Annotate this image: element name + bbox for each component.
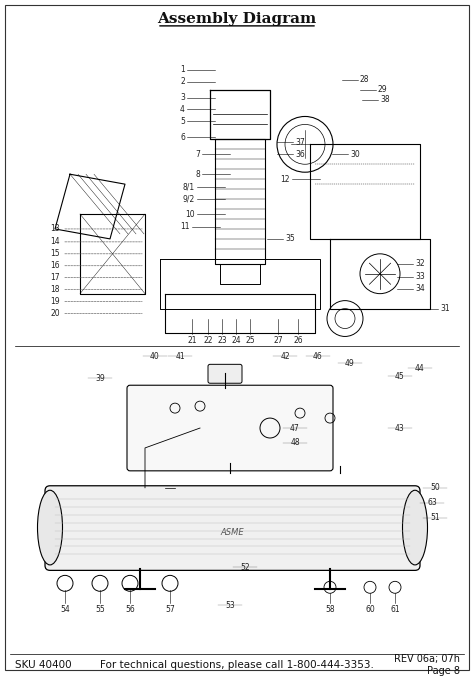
Text: 38: 38: [380, 95, 390, 104]
Text: 40: 40: [150, 352, 160, 361]
Text: 54: 54: [60, 605, 70, 614]
Text: 47: 47: [290, 424, 300, 433]
Text: SKU 40400: SKU 40400: [15, 660, 72, 670]
Text: 10: 10: [185, 210, 195, 218]
Text: 13: 13: [50, 224, 60, 233]
Text: 8/1: 8/1: [183, 182, 195, 192]
Text: 44: 44: [415, 364, 425, 373]
Text: 58: 58: [325, 605, 335, 614]
Text: 15: 15: [50, 250, 60, 258]
Text: 26: 26: [293, 336, 303, 346]
Text: 5: 5: [180, 117, 185, 126]
Text: 53: 53: [225, 601, 235, 610]
Text: 56: 56: [125, 605, 135, 614]
Text: 42: 42: [280, 352, 290, 361]
Text: 37: 37: [295, 138, 305, 147]
Text: 52: 52: [240, 563, 250, 572]
Text: 8: 8: [195, 170, 200, 179]
Text: 7: 7: [195, 150, 200, 159]
Text: 3: 3: [180, 93, 185, 102]
Text: 25: 25: [245, 336, 255, 346]
Text: REV 06a; 07h
Page 8: REV 06a; 07h Page 8: [394, 654, 460, 676]
Text: 39: 39: [95, 374, 105, 383]
Text: 46: 46: [313, 352, 323, 361]
Text: 45: 45: [395, 372, 405, 381]
Text: 30: 30: [350, 150, 360, 159]
Text: 16: 16: [50, 261, 60, 271]
Text: 50: 50: [430, 483, 440, 492]
Text: 9/2: 9/2: [183, 195, 195, 203]
Text: 21: 21: [187, 336, 197, 346]
Text: 36: 36: [295, 150, 305, 159]
Text: 18: 18: [51, 285, 60, 294]
Text: 19: 19: [50, 297, 60, 306]
Text: 22: 22: [203, 336, 213, 346]
Text: 17: 17: [50, 273, 60, 282]
Text: 6: 6: [180, 133, 185, 142]
Text: For technical questions, please call 1-800-444-3353.: For technical questions, please call 1-8…: [100, 660, 374, 670]
Text: 28: 28: [360, 75, 370, 84]
Text: 31: 31: [440, 304, 450, 313]
FancyBboxPatch shape: [127, 385, 333, 471]
Text: 20: 20: [50, 309, 60, 318]
Text: 12: 12: [281, 175, 290, 184]
Text: 49: 49: [345, 359, 355, 368]
Text: 57: 57: [165, 605, 175, 614]
Text: 23: 23: [217, 336, 227, 346]
Text: Assembly Diagram: Assembly Diagram: [157, 12, 317, 26]
Text: 55: 55: [95, 605, 105, 614]
Text: 29: 29: [378, 85, 388, 94]
Text: 4: 4: [180, 105, 185, 114]
Text: 35: 35: [285, 235, 295, 243]
Text: 1: 1: [180, 65, 185, 74]
Text: 41: 41: [175, 352, 185, 361]
Text: 63: 63: [427, 498, 437, 507]
Text: ASME: ASME: [220, 528, 244, 537]
FancyBboxPatch shape: [45, 485, 420, 570]
FancyBboxPatch shape: [208, 364, 242, 383]
Text: 51: 51: [430, 513, 440, 522]
Text: 24: 24: [231, 336, 241, 346]
Text: 27: 27: [273, 336, 283, 346]
Ellipse shape: [37, 490, 63, 565]
Text: 2: 2: [180, 77, 185, 86]
Text: 48: 48: [290, 439, 300, 447]
Text: 61: 61: [390, 605, 400, 614]
Text: 14: 14: [50, 237, 60, 246]
Text: 32: 32: [415, 259, 425, 268]
Text: 34: 34: [415, 284, 425, 293]
Text: 33: 33: [415, 273, 425, 281]
Text: 43: 43: [395, 424, 405, 433]
Ellipse shape: [402, 490, 428, 565]
Text: 60: 60: [365, 605, 375, 614]
Text: 11: 11: [181, 222, 190, 231]
